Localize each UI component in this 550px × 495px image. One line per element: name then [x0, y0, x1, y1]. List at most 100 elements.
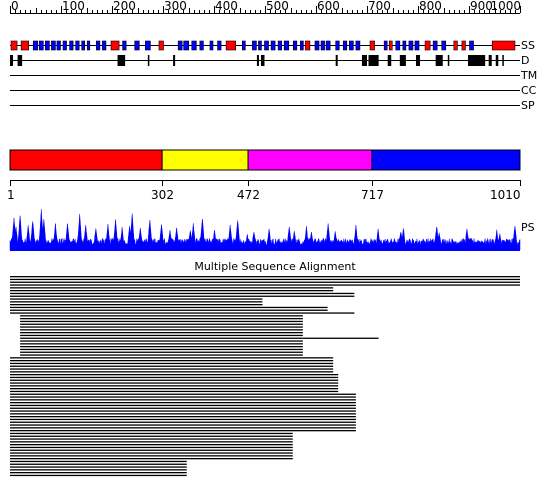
- msa-sequence: [10, 371, 334, 373]
- ss-strand: [96, 40, 101, 51]
- d-region: [147, 55, 150, 66]
- msa-sequence: [20, 348, 303, 351]
- msa-sequence: [10, 441, 293, 443]
- msa-sequence: [10, 281, 520, 283]
- msa-sequence: [10, 469, 187, 471]
- ss-helix: [225, 40, 237, 51]
- ruler-tick-label: 900: [470, 0, 493, 13]
- cc-label: CC: [521, 84, 537, 97]
- msa-sequence: [10, 418, 356, 421]
- d-region: [435, 55, 443, 66]
- msa-sequence: [10, 374, 339, 376]
- ss-strand: [69, 40, 74, 51]
- msa-sequence: [10, 430, 356, 432]
- msa-sequence: [10, 402, 356, 404]
- ss-strand: [86, 40, 91, 51]
- ss-strand: [258, 40, 262, 51]
- d-region: [361, 55, 367, 66]
- ss-strand: [38, 40, 44, 51]
- msa-sequence: [20, 334, 303, 337]
- msa-sequence: [10, 413, 356, 415]
- ps-profile: PS: [9, 209, 535, 251]
- msa-sequence: [10, 292, 355, 295]
- msa-sequence: [20, 337, 303, 339]
- msa-sequence: [10, 379, 339, 381]
- ss-helix: [305, 40, 311, 51]
- ruler-tick-label: 500: [266, 0, 289, 13]
- msa-sequence: [10, 360, 334, 362]
- ss-strand: [102, 40, 107, 51]
- ss-strand: [134, 40, 140, 51]
- msa-sequence: [10, 452, 293, 454]
- ruler-tick-label: 600: [317, 0, 340, 13]
- msa-sequence: [10, 472, 187, 474]
- ss-helix: [461, 40, 466, 51]
- msa-sequence: [10, 460, 187, 463]
- domain-segment: [161, 149, 249, 171]
- d-region: [335, 55, 338, 66]
- ss-helix: [158, 40, 164, 51]
- ss-strand: [209, 40, 214, 51]
- ss-strand: [349, 40, 354, 51]
- msa-sequence: [10, 449, 293, 451]
- ss-strand: [191, 40, 197, 51]
- msa-sequence: [20, 323, 303, 325]
- ss-strand: [300, 40, 304, 51]
- ss-strand: [56, 40, 61, 51]
- msa-sequence: [20, 318, 303, 320]
- ss-strand: [402, 40, 407, 51]
- ss-strand: [75, 40, 80, 51]
- ss-strand: [217, 40, 222, 51]
- msa-sequence: [10, 301, 263, 303]
- ss-strand: [51, 40, 56, 51]
- ruler-tick-label: 700: [368, 0, 391, 13]
- d-region: [467, 55, 486, 66]
- ss-strand: [270, 40, 276, 51]
- msa-sequence: [20, 329, 303, 331]
- msa-sequence: [10, 309, 328, 311]
- msa-sequence: [10, 362, 334, 365]
- d-region: [117, 55, 126, 66]
- msa-sequence: [10, 407, 356, 409]
- d-region: [260, 55, 265, 66]
- ss-strand: [395, 40, 401, 51]
- msa-sequence: [10, 304, 263, 306]
- ss-strand: [342, 40, 348, 51]
- ss-strand: [252, 40, 257, 51]
- ps-area: [9, 209, 521, 251]
- d-region: [488, 55, 492, 66]
- ss-strand: [62, 40, 67, 51]
- msa-sequence: [10, 290, 334, 292]
- cc-track: CC: [10, 84, 537, 97]
- tm-label: TM: [520, 69, 537, 82]
- d-region: [10, 55, 14, 66]
- domain-segment: [371, 149, 521, 171]
- ss-strand: [145, 40, 151, 51]
- msa-sequence: [10, 365, 334, 367]
- ss-strand: [408, 40, 414, 51]
- ss-strand: [325, 40, 331, 51]
- ss-strand: [383, 40, 388, 51]
- ss-helix: [110, 40, 120, 51]
- msa-sequence: [10, 421, 356, 423]
- msa-sequence: [10, 455, 293, 457]
- msa-sequence: [20, 351, 303, 353]
- ss-strand: [199, 40, 204, 51]
- domain-bar: 1 302 472 717 1010: [7, 149, 521, 202]
- ss-helix: [369, 40, 375, 51]
- ss-track: SS: [10, 39, 535, 52]
- ss-strand: [441, 40, 447, 51]
- ss-strand: [414, 40, 420, 51]
- ss-strand: [241, 40, 246, 51]
- d-region: [368, 55, 379, 66]
- msa-sequence: [10, 306, 328, 309]
- ss-strand: [45, 40, 50, 51]
- d-region: [495, 55, 499, 66]
- ruler-tick-label: 200: [113, 0, 136, 13]
- d-label: D: [521, 54, 529, 67]
- d-region: [173, 55, 176, 66]
- ps-label: PS: [521, 221, 535, 234]
- sp-label: SP: [521, 99, 535, 112]
